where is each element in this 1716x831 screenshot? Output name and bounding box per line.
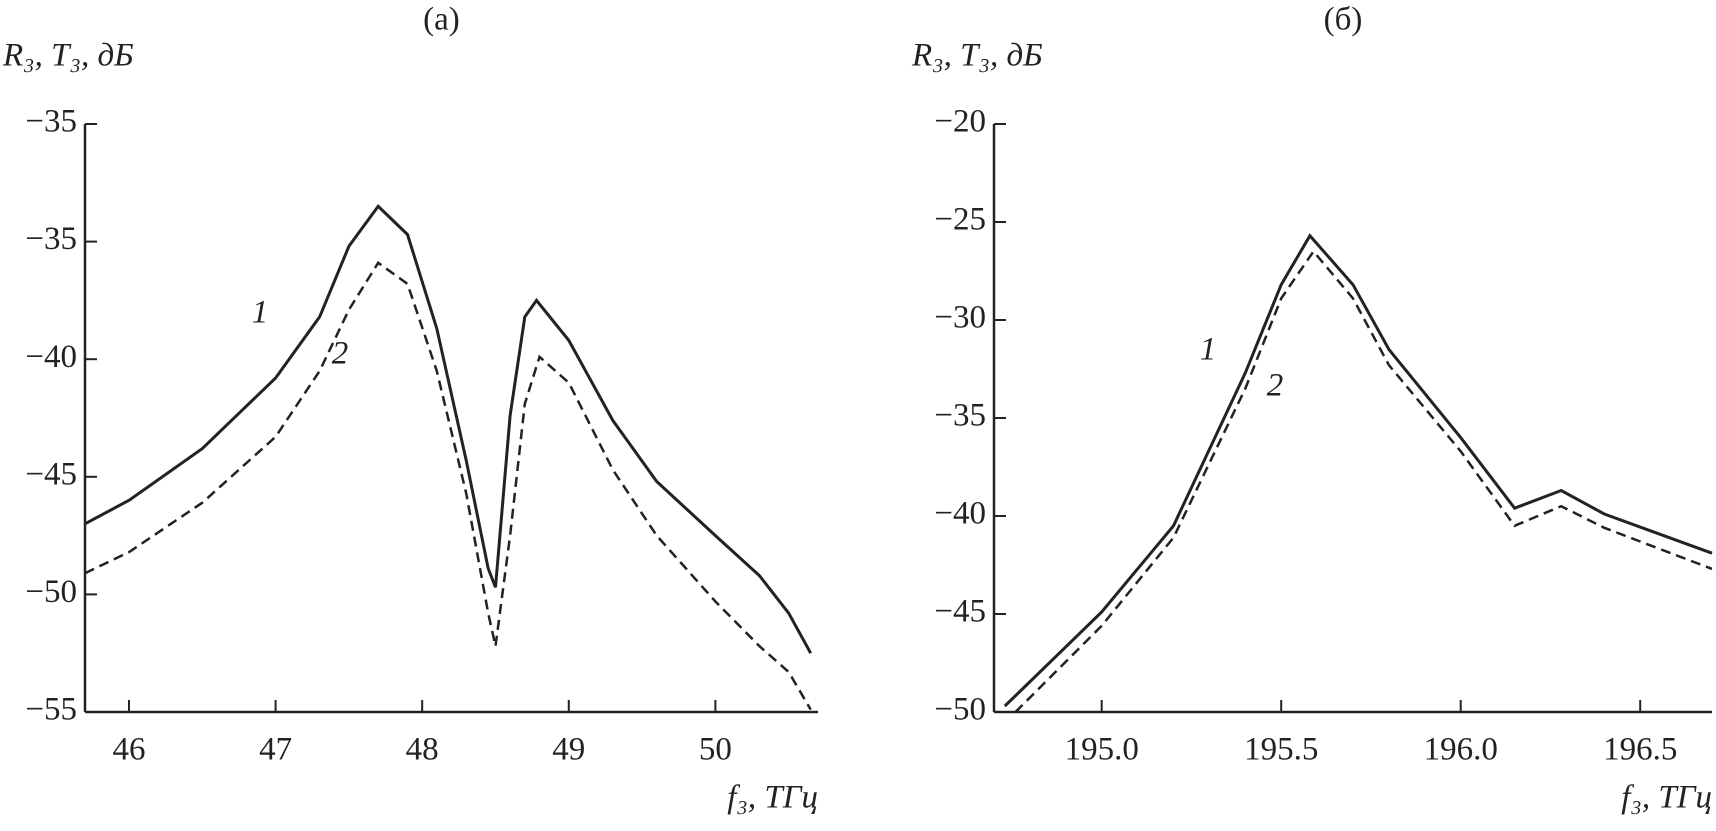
curve xyxy=(1014,249,1713,713)
x-tick-label: 48 xyxy=(406,732,439,768)
curve-label: 2 xyxy=(1267,368,1284,404)
y-tick-label: −35 xyxy=(934,398,986,434)
y-tick-label: −35 xyxy=(25,221,77,257)
x-tick-label: 50 xyxy=(699,732,732,768)
x-tick-label: 196.5 xyxy=(1603,732,1677,768)
y-axis-label: R₃, T₃, дБ xyxy=(2,38,134,74)
y-tick-label: −40 xyxy=(934,496,986,532)
y-tick-label: −45 xyxy=(25,456,77,492)
y-tick-label: −50 xyxy=(25,574,77,610)
panel-title: (а) xyxy=(423,2,460,38)
x-axis-label: f₃, ТГц xyxy=(1621,780,1712,816)
y-tick-label: −25 xyxy=(934,202,986,238)
x-tick-label: 49 xyxy=(552,732,585,768)
y-tick-label: −35 xyxy=(25,104,77,140)
curve xyxy=(1003,233,1713,708)
y-tick-label: −45 xyxy=(934,594,986,630)
x-tick-label: 195.0 xyxy=(1065,732,1139,768)
x-tick-label: 47 xyxy=(259,732,292,768)
x-tick-label: 46 xyxy=(112,732,145,768)
panel-title: (б) xyxy=(1324,2,1363,38)
y-tick-label: −20 xyxy=(934,104,986,140)
curve-label: 1 xyxy=(1200,332,1217,368)
curve-label: 1 xyxy=(252,295,269,331)
y-tick-label: −50 xyxy=(934,692,986,728)
y-tick-label: −55 xyxy=(25,692,77,728)
curve xyxy=(84,261,812,711)
x-tick-label: 195.5 xyxy=(1244,732,1318,768)
y-tick-label: −30 xyxy=(934,300,986,336)
curve xyxy=(84,204,813,654)
x-axis-label: f₃, ТГц xyxy=(727,780,818,816)
y-tick-label: −40 xyxy=(25,339,77,375)
curve-label: 2 xyxy=(332,336,349,372)
x-tick-label: 196.0 xyxy=(1424,732,1498,768)
y-axis-label: R₃, T₃, дБ xyxy=(911,38,1043,74)
